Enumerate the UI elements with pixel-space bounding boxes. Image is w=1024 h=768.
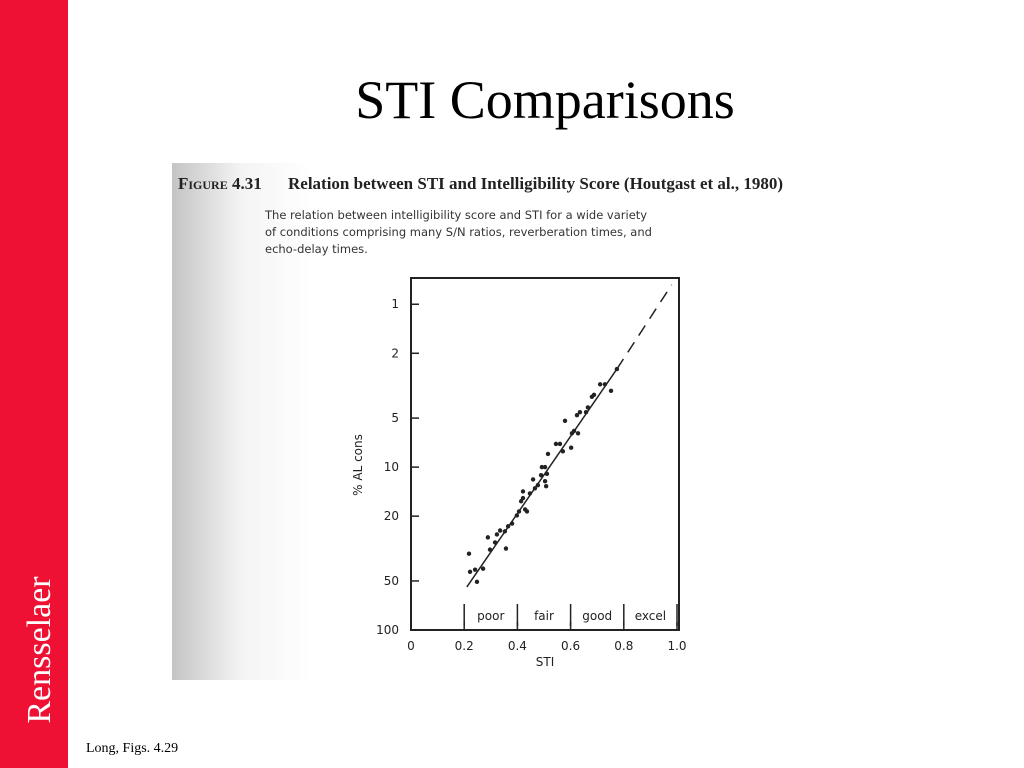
x-tick-label: 0.4 <box>508 639 527 653</box>
data-point <box>557 441 563 447</box>
data-point <box>571 428 577 434</box>
data-point <box>585 405 591 410</box>
figure-caption: Relation between STI and Intelligibility… <box>288 174 783 193</box>
y-tick-label: 2 <box>391 346 399 360</box>
data-point <box>467 569 473 574</box>
y-tick-label: 50 <box>384 574 399 588</box>
fit-line <box>616 284 673 370</box>
data-point <box>514 513 520 518</box>
data-point <box>560 449 566 454</box>
data-point <box>539 464 545 470</box>
data-point <box>543 484 549 489</box>
rating-label: good <box>582 609 612 623</box>
data-point <box>532 486 538 491</box>
y-tick-label: 10 <box>384 460 399 474</box>
sidebar <box>0 0 68 768</box>
y-tick-label: 1 <box>391 297 399 311</box>
data-point <box>583 409 589 415</box>
sidebar-text: Rensselaer <box>21 576 58 724</box>
data-point <box>530 477 536 482</box>
data-point <box>544 471 550 477</box>
data-point <box>520 495 526 501</box>
data-point <box>538 472 544 478</box>
data-point <box>545 451 551 457</box>
data-point <box>535 482 541 488</box>
y-tick-label: 100 <box>376 623 399 637</box>
figure-description: The relation between intelligibility sco… <box>264 208 647 222</box>
x-tick-label: 0 <box>407 639 415 653</box>
rating-label: excel <box>635 609 666 623</box>
data-point <box>480 566 486 571</box>
data-point <box>520 489 526 494</box>
data-point <box>568 445 574 450</box>
data-point <box>614 366 620 372</box>
data-point <box>542 464 548 470</box>
data-point <box>574 413 580 418</box>
data-point <box>505 524 511 529</box>
y-tick-label: 5 <box>391 411 399 425</box>
x-tick-label: 0.2 <box>455 639 474 653</box>
y-tick-label: 20 <box>384 509 399 523</box>
rating-label: poor <box>477 609 504 623</box>
footer: Long, Figs. 4.29 <box>86 741 178 756</box>
data-point <box>608 388 614 394</box>
figure-scan <box>172 163 870 680</box>
x-tick-label: 1.0 <box>667 639 686 653</box>
data-point <box>553 441 559 447</box>
data-point <box>503 546 509 551</box>
data-point <box>575 431 581 436</box>
data-point <box>485 535 491 540</box>
data-point <box>487 547 493 552</box>
rating-label: fair <box>534 609 554 623</box>
data-point <box>494 532 500 537</box>
figure-description: of conditions comprising many S/N ratios… <box>265 225 652 239</box>
plot-frame <box>410 277 680 631</box>
x-axis-label: STI <box>536 655 555 669</box>
data-point <box>516 509 522 514</box>
data-point <box>472 567 478 572</box>
data-point <box>527 491 533 496</box>
slide-title: STI Comparisons <box>355 70 735 130</box>
data-point <box>497 528 503 533</box>
data-point <box>542 478 548 484</box>
plot: 1 2 5 10 20 50 100 0 0.2 0.4 0.6 0.8 1.0 poor fair good… <box>376 284 687 653</box>
data-point <box>524 509 530 514</box>
data-point <box>577 409 583 415</box>
data-point <box>474 579 480 585</box>
figure-number: Figure 4.31 <box>178 174 262 193</box>
data-point <box>492 540 498 545</box>
data-point <box>509 521 515 526</box>
data-point <box>591 392 597 398</box>
x-tick-label: 0.6 <box>561 639 580 653</box>
data-point <box>562 418 568 424</box>
y-axis-label: % AL cons <box>351 434 365 496</box>
figure-description: echo-delay times. <box>265 242 368 256</box>
x-tick-label: 0.8 <box>614 639 633 653</box>
data-point <box>502 529 508 534</box>
data-point <box>597 382 603 387</box>
data-point <box>602 382 608 387</box>
data-point <box>466 551 472 556</box>
